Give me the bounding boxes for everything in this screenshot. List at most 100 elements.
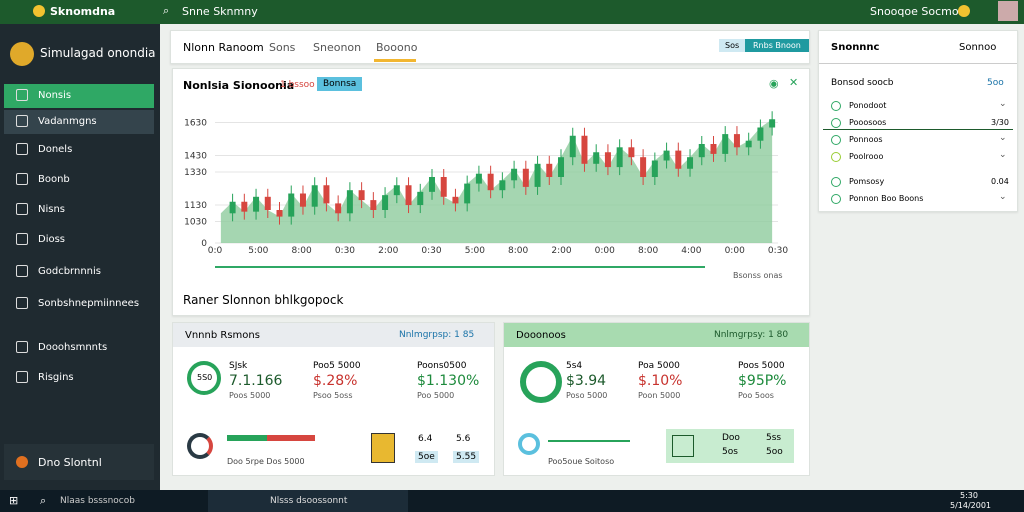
card-header (173, 323, 494, 347)
card-link[interactable]: Nnlmgrpsy: 1 80 (714, 330, 789, 340)
nav-item[interactable]: Dooohsmnnts (4, 336, 154, 360)
caret: ⌄ (999, 133, 1007, 143)
candle (311, 185, 318, 207)
sidebar-footer[interactable]: Dno Slontnl (4, 444, 154, 480)
section-title: Raner Slonnon bhlkgopock (183, 293, 344, 307)
tab[interactable]: Sons (269, 41, 296, 54)
candle (511, 168, 518, 181)
metric-value: $95P% (738, 373, 787, 389)
app-label: Nlsss dsoossonnt (270, 496, 348, 506)
chart-title: Nonlsia Sionoonia (183, 79, 295, 92)
nav-icon (16, 233, 28, 245)
time: 5:30 (960, 491, 978, 500)
candle (276, 210, 283, 217)
nav-item[interactable]: Nisns (4, 198, 154, 222)
tab[interactable]: Nlonn Ranoom (183, 41, 264, 54)
metric-sub: Poo 5000 (417, 391, 455, 400)
nav-item[interactable]: Dioss (4, 228, 154, 252)
metric-top: Poos 5000 (738, 361, 785, 371)
rp-icon (831, 152, 841, 162)
candle (745, 140, 752, 148)
nav-item[interactable]: Boonb (4, 168, 154, 192)
rp-button[interactable]: Sonnoo (959, 42, 997, 53)
rp-value: 3/30 (991, 118, 1009, 127)
metric-top: Poons0500 (417, 361, 467, 371)
mini-table: Doo 5ss 5os 5oo (666, 429, 794, 463)
search-icon[interactable]: ⌕ (163, 4, 170, 17)
user[interactable]: Snooqoe Socmos (870, 5, 965, 18)
sidebar: Simulagad onondia Dno Slontnl Nonsis Vada… (0, 24, 160, 490)
rp-line (823, 129, 1013, 130)
candle (464, 183, 471, 204)
ring: 5S0 (187, 361, 221, 395)
candle (522, 168, 529, 187)
task-app[interactable]: Nlsss dsoossonnt (208, 490, 408, 512)
tab-underline (374, 59, 416, 62)
search[interactable]: Snne Sknmny (182, 5, 258, 18)
tab[interactable]: Booono (376, 41, 418, 54)
rp-item[interactable]: Poolrooo (849, 152, 884, 161)
ts-icon[interactable]: ⌕ (40, 494, 47, 507)
candle (698, 144, 705, 158)
bottom-text: Poo5oue Soitoso (548, 457, 615, 466)
avatar[interactable] (998, 1, 1018, 21)
y-tick-label: 1130 (184, 201, 207, 211)
x-tick-label: 5:00 (465, 246, 485, 256)
nav-label: Godcbrnnnis (38, 266, 101, 277)
rp-icon (831, 118, 841, 128)
candle (499, 180, 506, 191)
nav-label: Dioss (38, 234, 66, 245)
nav-label: Boonb (38, 174, 70, 185)
rp-count: 5oo (987, 78, 1004, 88)
nav-item[interactable]: Nonsis (4, 84, 154, 108)
candle (299, 193, 306, 207)
metric-value: 7.1.166 (229, 373, 283, 389)
progress (548, 440, 630, 442)
candle (370, 200, 377, 210)
mini-icon (672, 435, 694, 457)
x-tick-label: 0:30 (421, 246, 441, 256)
candle (651, 160, 658, 177)
rp-item[interactable]: Pomsosy (849, 177, 885, 186)
tab[interactable]: Sneonon (313, 41, 362, 54)
metric-sub: Poo 5oos (738, 391, 774, 400)
candle (757, 127, 764, 141)
rp-item[interactable]: Pooosoos (849, 118, 887, 127)
button[interactable]: Sos (719, 39, 746, 52)
nav-item[interactable]: Vadanmgns (4, 110, 154, 134)
refresh[interactable]: ◉ (769, 77, 779, 90)
candle (253, 196, 260, 212)
x-tick-label: 0:30 (335, 246, 355, 256)
nav-item[interactable]: Donels (4, 138, 154, 162)
rp-icon (831, 177, 841, 187)
rp-item[interactable]: Ponnoos (849, 135, 883, 144)
button[interactable]: Rnbs Bnoon (745, 39, 809, 52)
rp-item[interactable]: Ponodoot (849, 101, 887, 110)
nav-item[interactable]: Risgins (4, 366, 154, 390)
nav-icon (16, 115, 28, 127)
nav-icon (16, 143, 28, 155)
close[interactable]: ✕ (789, 76, 799, 89)
area (220, 119, 773, 243)
candle (710, 144, 717, 154)
nav-item[interactable]: Godcbrnnnis (4, 260, 154, 284)
caret: ⌄ (999, 150, 1007, 160)
rp-item[interactable]: Ponnon Boo Boons (849, 194, 924, 203)
metric-card: Dooonoos Nnlmgrpsy: 1 80 5s4 $3.94 Poso 5000… (503, 322, 810, 476)
candle (687, 157, 694, 169)
nav-item[interactable]: Sonbshnepmiinnees (4, 292, 154, 316)
candle (241, 201, 248, 212)
sidebar-logo (10, 42, 34, 66)
tabs-bar: Nlonn Ranoom Sons Sneonon Booono Sos Rnbs Bno… (170, 30, 810, 64)
candle (417, 191, 424, 206)
metric-top: 5s4 (566, 361, 583, 371)
y-tick-label: 1430 (184, 152, 207, 162)
candle (640, 157, 647, 177)
progress-fill (227, 435, 267, 441)
candle (428, 177, 435, 192)
nav-icon (16, 341, 28, 353)
taskbar-search[interactable]: Nlaas bsssnocob (60, 496, 135, 506)
card-link[interactable]: Nnlmgrpsp: 1 85 (399, 330, 475, 340)
start[interactable]: ⊞ (9, 494, 19, 507)
candle (323, 185, 330, 204)
